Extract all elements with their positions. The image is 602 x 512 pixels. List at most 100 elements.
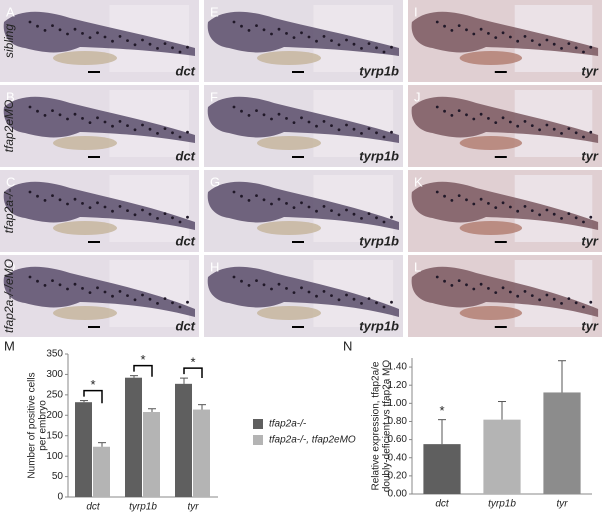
- melanocyte: [163, 127, 167, 130]
- yolk: [53, 51, 117, 65]
- melanocyte: [186, 300, 189, 304]
- yolk: [257, 306, 321, 320]
- y-axis-label: doubly-deficient vs tfap2a MO: [382, 360, 393, 493]
- melanocyte: [450, 29, 454, 32]
- yolk: [257, 136, 321, 150]
- melanocyte: [28, 105, 32, 109]
- melanocyte: [156, 47, 159, 50]
- melanocyte: [472, 287, 476, 291]
- melanocyte: [178, 220, 182, 224]
- melanocyte: [126, 294, 129, 297]
- melanocyte: [582, 135, 585, 139]
- y-tick-label: 150: [46, 430, 63, 441]
- melanocyte: [300, 286, 303, 290]
- x-tick-label: tyr: [187, 502, 199, 512]
- melanocyte: [367, 42, 371, 45]
- y-tick-label: 1.20: [388, 380, 408, 391]
- bar: [143, 412, 160, 497]
- melanocyte: [494, 36, 498, 39]
- embryo: [3, 11, 195, 57]
- melanocyte: [330, 209, 333, 212]
- melanocyte: [270, 287, 273, 291]
- melanocyte: [81, 287, 84, 290]
- melanocyte: [51, 279, 54, 282]
- panel-letter: M: [4, 338, 15, 353]
- y-tick-label: 0: [57, 492, 63, 503]
- melanocyte: [148, 127, 152, 131]
- melanocyte: [382, 305, 386, 309]
- melanocyte: [337, 128, 341, 132]
- melanocyte: [390, 215, 393, 219]
- melanocyte: [118, 290, 122, 293]
- bar: [125, 377, 142, 497]
- melanocyte: [88, 291, 92, 294]
- embryo: [3, 96, 195, 143]
- panel-letter: G: [210, 174, 220, 189]
- melanocyte: [28, 275, 32, 279]
- melanocyte: [582, 305, 585, 309]
- melanocyte: [352, 212, 356, 216]
- melanocyte: [81, 202, 84, 205]
- melanocyte: [156, 132, 159, 135]
- row-label: sibling: [2, 24, 16, 58]
- gene-label: tyrp1b: [359, 148, 399, 163]
- melanocyte: [118, 205, 122, 208]
- melanocyte: [270, 117, 273, 121]
- y-tick-label: 0.80: [388, 416, 408, 427]
- error-bar: [98, 442, 106, 447]
- melanocyte: [163, 42, 167, 45]
- melanocyte: [530, 39, 534, 42]
- melanocyte: [494, 121, 498, 124]
- melanocyte: [307, 205, 311, 209]
- yolk: [53, 306, 117, 320]
- melanocyte: [360, 132, 363, 135]
- melanocyte: [133, 43, 137, 47]
- melanocyte: [523, 35, 527, 38]
- bar: [483, 419, 521, 494]
- error-bar: [80, 400, 88, 403]
- melanocyte: [43, 114, 47, 117]
- melanocyte: [465, 198, 468, 202]
- melanocyte: [156, 302, 159, 305]
- yolk: [53, 221, 117, 235]
- melanocyte: [315, 294, 318, 298]
- melanocyte: [390, 45, 393, 49]
- melanocyte: [337, 213, 341, 217]
- melanocyte: [247, 29, 251, 32]
- melanocyte: [560, 302, 563, 305]
- melanocyte: [141, 38, 144, 42]
- melanocyte: [141, 123, 144, 127]
- y-tick-label: 1.40: [388, 362, 408, 373]
- melanocyte: [494, 206, 498, 209]
- panel-letter: B: [6, 89, 15, 104]
- y-tick-label: 0.60: [388, 434, 408, 445]
- melanocyte: [538, 213, 542, 217]
- panel-letter: H: [210, 259, 219, 274]
- melanocyte: [255, 194, 258, 197]
- melanocyte: [523, 205, 527, 208]
- melanocyte: [307, 35, 311, 39]
- melanocyte: [367, 297, 371, 300]
- melanocyte: [375, 131, 378, 135]
- melanocyte: [28, 20, 32, 24]
- y-tick-label: 200: [46, 410, 63, 421]
- melanocyte: [501, 201, 505, 205]
- y-tick-label: 300: [46, 369, 63, 380]
- melanocyte: [240, 109, 243, 113]
- melanocyte: [435, 20, 439, 24]
- gene-label: tyrp1b: [359, 318, 399, 333]
- melanocyte: [247, 199, 251, 202]
- melanocyte: [232, 105, 236, 109]
- bar: [75, 402, 92, 497]
- melanocyte: [247, 114, 251, 117]
- panel-letter: C: [6, 174, 15, 189]
- melanocyte: [322, 120, 326, 123]
- gene-label: tyrp1b: [359, 233, 399, 248]
- melanocyte: [111, 124, 114, 128]
- melanocyte: [530, 124, 534, 127]
